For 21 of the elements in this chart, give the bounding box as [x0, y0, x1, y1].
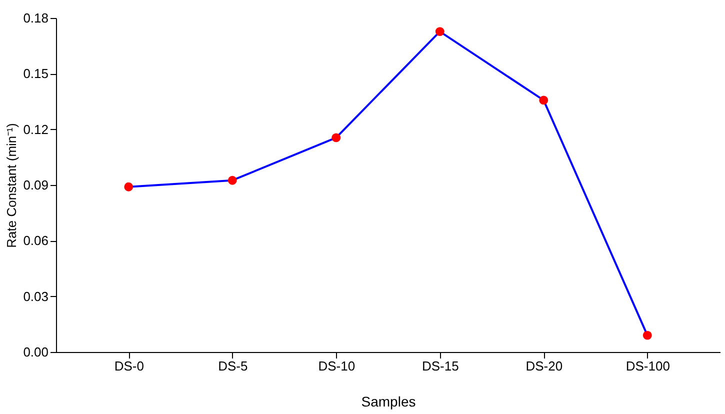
point — [228, 176, 237, 185]
y-tick-label: 0.03 — [23, 288, 48, 304]
y-tick-label: 0.15 — [23, 66, 48, 82]
point — [435, 27, 444, 36]
y-axis-title: Rate Constant (min⁻¹) — [4, 123, 20, 248]
x-tick-label: DS-100 — [626, 358, 670, 374]
x-tick-label: DS-10 — [318, 358, 356, 374]
point — [124, 182, 134, 192]
y-tick-label: 0.18 — [23, 10, 48, 26]
y-tick-label: 0.09 — [23, 178, 48, 192]
y-tick-label: 0.00 — [23, 344, 48, 360]
x-tick-label: DS-20 — [526, 358, 563, 374]
y-tick-label: 0.06 — [23, 233, 48, 248]
x-tick-label: DS-0 — [114, 358, 144, 374]
point — [539, 96, 548, 105]
point — [332, 133, 341, 142]
x-axis-title: Samples — [361, 394, 416, 410]
x-tick-label: DS-5 — [218, 358, 248, 374]
y-tick-label: 0.12 — [23, 122, 48, 137]
point — [642, 330, 652, 340]
x-tick-label: DS-15 — [422, 358, 459, 374]
